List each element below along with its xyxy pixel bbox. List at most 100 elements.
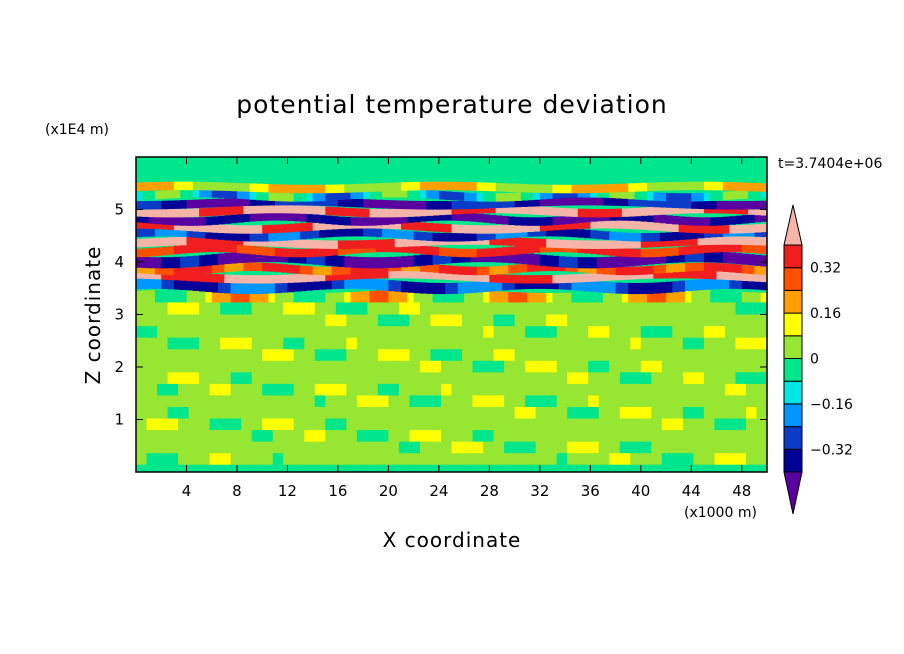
field-cell [142, 256, 150, 269]
field-cell [703, 360, 716, 373]
field-cell [262, 212, 270, 221]
field-cell [388, 313, 400, 327]
field-cell [251, 313, 263, 327]
field-cell [504, 371, 516, 384]
field-cell [419, 222, 427, 231]
field-cell [678, 251, 686, 263]
field-cell [756, 406, 768, 419]
field-cell [748, 182, 755, 192]
field-cell [464, 289, 472, 304]
field-cell [451, 302, 463, 315]
field-cell [178, 441, 190, 454]
field-cell [508, 278, 516, 290]
field-cell [262, 406, 274, 419]
field-cell [552, 184, 560, 194]
field-cell [745, 325, 758, 338]
field-cell [565, 221, 572, 230]
field-cell [398, 452, 411, 465]
field-cell [640, 383, 652, 396]
field-cell [504, 348, 516, 361]
field-cell [314, 441, 326, 454]
field-cell [672, 199, 680, 209]
field-cell [241, 360, 253, 373]
field-cell [710, 181, 718, 191]
field-cell [735, 205, 743, 215]
field-cell [672, 281, 680, 293]
x-tick-label: 4 [182, 482, 192, 500]
field-cell [483, 394, 495, 407]
field-cell [318, 184, 326, 194]
field-cell [514, 292, 522, 307]
field-cell [186, 228, 194, 238]
field-cell [426, 282, 434, 294]
field-cell [438, 271, 446, 280]
field-cell [413, 245, 421, 254]
field-cell [678, 246, 686, 256]
field-cell [661, 313, 673, 327]
field-cell [609, 302, 621, 315]
field-cell [375, 208, 383, 218]
field-cell [255, 183, 263, 193]
field-cell [666, 223, 673, 232]
field-cell [659, 238, 667, 247]
field-cell [457, 233, 465, 242]
field-cell [377, 360, 389, 373]
field-cell [493, 429, 505, 442]
field-cell [363, 217, 371, 226]
field-cell [514, 371, 526, 384]
field-cell [209, 417, 221, 431]
field-cell [251, 325, 263, 338]
field-cell [398, 371, 411, 384]
field-cell [520, 237, 528, 247]
field-cell [533, 223, 541, 232]
field-cell [211, 264, 219, 274]
field-cell [293, 252, 301, 264]
field-cell [577, 189, 585, 198]
field-cell [571, 256, 579, 269]
field-cell [651, 371, 663, 384]
field-cell [741, 236, 749, 245]
field-cell [693, 383, 705, 396]
field-cell [180, 278, 188, 290]
field-cell [306, 248, 314, 258]
field-cell [350, 184, 358, 193]
field-cell [508, 224, 516, 234]
field-cell [504, 417, 516, 431]
field-cell [251, 302, 263, 315]
field-cell [300, 222, 307, 232]
field-cell [462, 383, 474, 396]
field-cell [335, 452, 347, 465]
field-cell [653, 192, 661, 201]
field-cell [283, 452, 295, 465]
field-cell [272, 452, 284, 465]
field-cell [401, 200, 408, 210]
field-cell [508, 205, 516, 214]
field-cell [577, 313, 589, 327]
field-cell [716, 181, 724, 191]
field-cell [558, 228, 566, 237]
field-cell [224, 215, 232, 224]
field-cell [363, 189, 371, 199]
field-cell [693, 360, 705, 373]
field-cell [432, 270, 440, 280]
field-cell [722, 191, 730, 201]
field-cell [199, 181, 207, 191]
field-cell [377, 452, 389, 465]
field-cell [661, 360, 673, 373]
field-cell [306, 273, 314, 282]
field-cell [464, 212, 472, 222]
field-cell [653, 238, 661, 248]
field-cell [495, 199, 503, 209]
field-cell [230, 214, 238, 224]
field-cell [388, 371, 400, 384]
field-cell [249, 282, 257, 295]
field-cell [220, 302, 232, 315]
field-cell [514, 224, 522, 233]
field-cell [748, 206, 755, 215]
field-cell [678, 181, 686, 191]
field-cell [262, 325, 274, 338]
field-cell [382, 189, 389, 198]
field-cell [369, 278, 377, 290]
field-cell [567, 302, 579, 315]
field-cell [167, 221, 175, 230]
